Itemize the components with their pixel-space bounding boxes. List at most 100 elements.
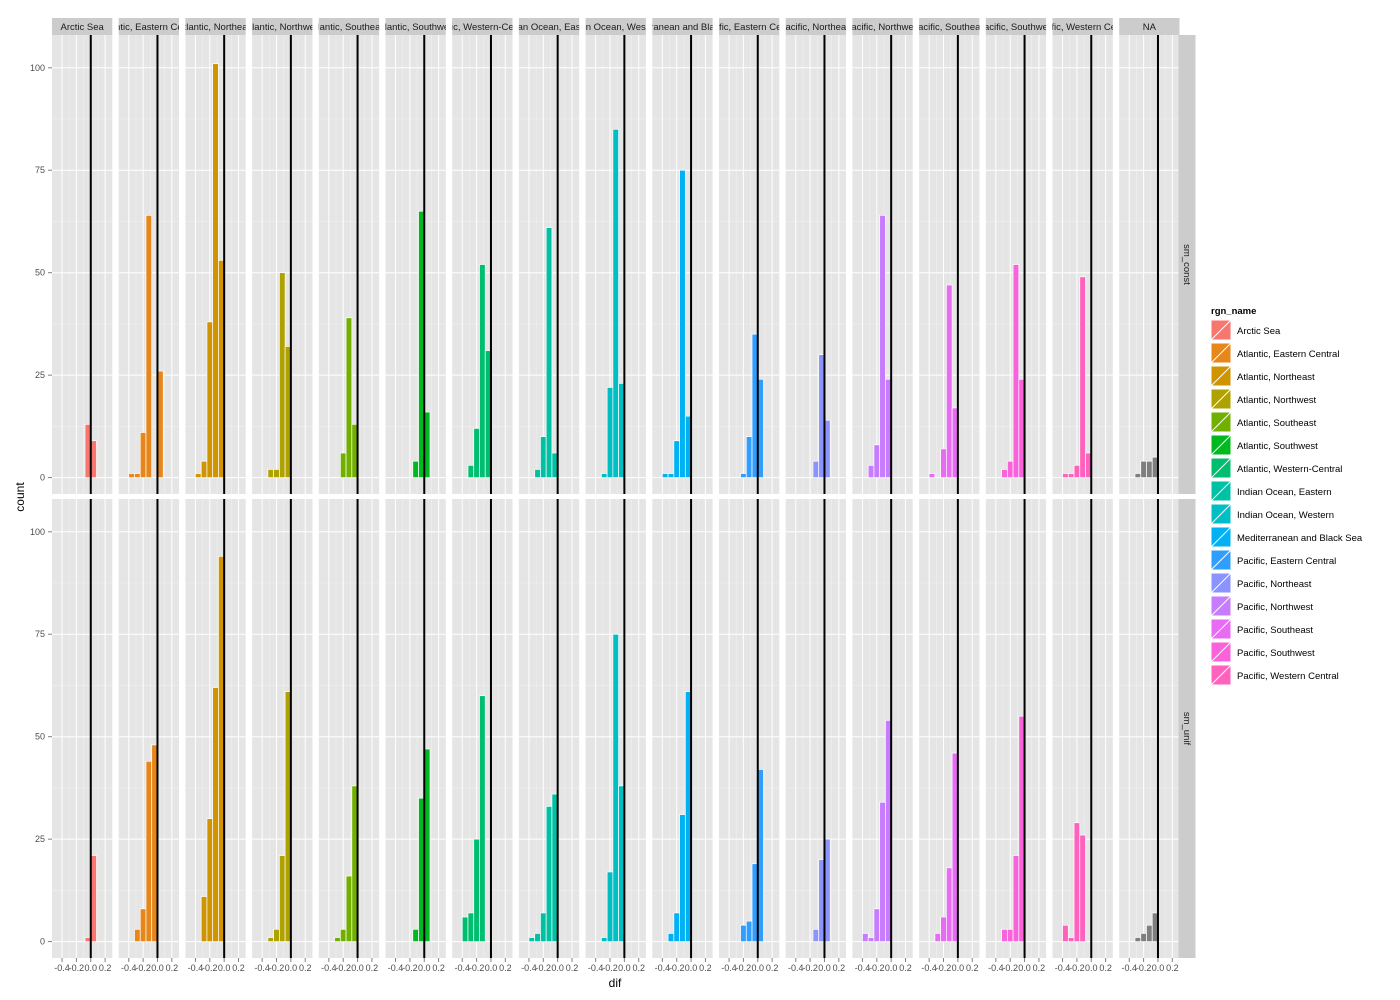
histogram-bar <box>1067 473 1075 478</box>
x-tick-label: -0.4 <box>54 963 70 973</box>
histogram-bar <box>345 317 353 478</box>
histogram-bar <box>862 933 869 942</box>
column-strip-background <box>919 18 980 35</box>
x-tick-label: 0.0 <box>85 963 98 973</box>
histogram-bar <box>673 440 680 478</box>
x-tick-label: -0.2 <box>202 963 218 973</box>
histogram-bar <box>1001 469 1008 478</box>
column-strip: lantic, Southea <box>318 18 379 35</box>
histogram-bar <box>273 928 280 942</box>
facet-panel <box>518 499 580 958</box>
facet-panel <box>719 35 780 494</box>
column-strip: ranean and Bla <box>652 18 713 35</box>
legend-entry: Atlantic, Northwest <box>1210 388 1317 410</box>
column-strip-background <box>1119 18 1180 35</box>
panel-background <box>719 35 780 494</box>
column-strip: NA <box>1119 18 1180 35</box>
x-tick-label: -0.2 <box>869 963 885 973</box>
x-tick-label: -0.4 <box>921 963 937 973</box>
x-tick-label: 0.2 <box>232 963 245 973</box>
x-tick-label: -0.2 <box>802 963 818 973</box>
column-strip: acific, Northea <box>785 18 846 35</box>
column-strip-label: ntic, Eastern Ce <box>115 22 183 33</box>
legend-label: Atlantic, Southeast <box>1237 418 1317 429</box>
histogram-bar <box>1006 460 1014 478</box>
histogram-bar <box>339 452 347 478</box>
histogram-bar <box>334 937 341 942</box>
legend-key-slash <box>1210 549 1232 571</box>
histogram-bar <box>540 912 547 942</box>
facet-panel <box>985 499 1047 958</box>
histogram-bar <box>1140 460 1147 478</box>
histogram-bar <box>812 928 820 942</box>
histogram-bar <box>928 473 936 478</box>
column-strip: acific, Southea <box>919 18 980 35</box>
legend-key-slash <box>1210 618 1232 640</box>
x-tick-label: -0.4 <box>454 963 470 973</box>
legend-entry: Indian Ocean, Western <box>1210 503 1334 525</box>
column-strip-background <box>785 18 846 35</box>
x-tick-label: 0.2 <box>432 963 445 973</box>
panel-background <box>1119 35 1180 494</box>
histogram-bar <box>879 214 886 478</box>
x-tick-label: 0.2 <box>833 963 846 973</box>
facet-panel <box>318 35 380 494</box>
x-tick-label: -0.4 <box>388 963 404 973</box>
histogram-bar <box>412 460 419 478</box>
histogram-bar <box>1062 473 1069 478</box>
histogram-bar <box>946 867 953 942</box>
row-strip: sm_unif <box>1178 499 1196 958</box>
column-strip-background <box>719 18 780 35</box>
x-tick-label: 0.0 <box>418 963 431 973</box>
legend-label: Pacific, Western Central <box>1237 671 1339 682</box>
histogram-bar <box>467 464 475 478</box>
column-strip-background <box>52 18 113 35</box>
histogram-bar <box>606 871 614 942</box>
legend-label: Atlantic, Southwest <box>1237 441 1318 452</box>
row-strip-label: sm_const <box>1181 244 1192 285</box>
column-strip: tlantic, Northwe <box>252 18 312 35</box>
legend: rgn_name Arctic Sea Atlantic, Eastern Cent… <box>1210 306 1363 686</box>
facet-panel <box>585 35 646 494</box>
x-tick-label: -0.2 <box>402 963 418 973</box>
legend-label: Pacific, Northwest <box>1237 602 1313 613</box>
x-tick-label: -0.4 <box>588 963 604 973</box>
legend-key-slash <box>1210 457 1232 479</box>
x-tick-label: -0.2 <box>536 963 552 973</box>
legend-label: Pacific, Southeast <box>1237 625 1313 636</box>
x-tick-label: 0.0 <box>885 963 898 973</box>
histogram-bar <box>740 473 747 478</box>
facet-panel <box>652 35 713 494</box>
histogram-bar <box>473 838 480 942</box>
histogram-bar <box>545 227 553 478</box>
x-tick-label: -0.4 <box>855 963 871 973</box>
y-tick-label: 0 <box>40 937 45 947</box>
x-tick-label: -0.2 <box>335 963 351 973</box>
histogram-bar <box>200 896 208 942</box>
legend-entry: Atlantic, Eastern Central <box>1210 342 1339 364</box>
histogram-bar <box>940 916 947 942</box>
facet-panel <box>118 35 179 494</box>
histogram-bar <box>279 855 286 942</box>
histogram-bar <box>279 272 286 478</box>
facet-panel <box>252 35 313 494</box>
panel-background <box>385 35 446 494</box>
legend-key-slash <box>1210 342 1232 364</box>
histogram-bar <box>206 321 214 478</box>
histogram-bar <box>467 912 475 942</box>
legend-key-slash <box>1210 526 1232 548</box>
histogram-bar <box>740 924 747 942</box>
histogram-bar <box>145 214 153 478</box>
facet-panel <box>1052 35 1113 494</box>
legend-entry: Arctic Sea <box>1210 319 1281 341</box>
x-tick-label: -0.2 <box>1002 963 1018 973</box>
column-strip-background <box>452 18 513 35</box>
histogram-bar <box>1062 924 1069 942</box>
x-tick-label: 0.0 <box>151 963 164 973</box>
histogram-bar <box>667 473 675 478</box>
x-tick-label: 0.0 <box>285 963 298 973</box>
column-strip-background <box>385 18 446 35</box>
facet-panel <box>985 35 1047 494</box>
